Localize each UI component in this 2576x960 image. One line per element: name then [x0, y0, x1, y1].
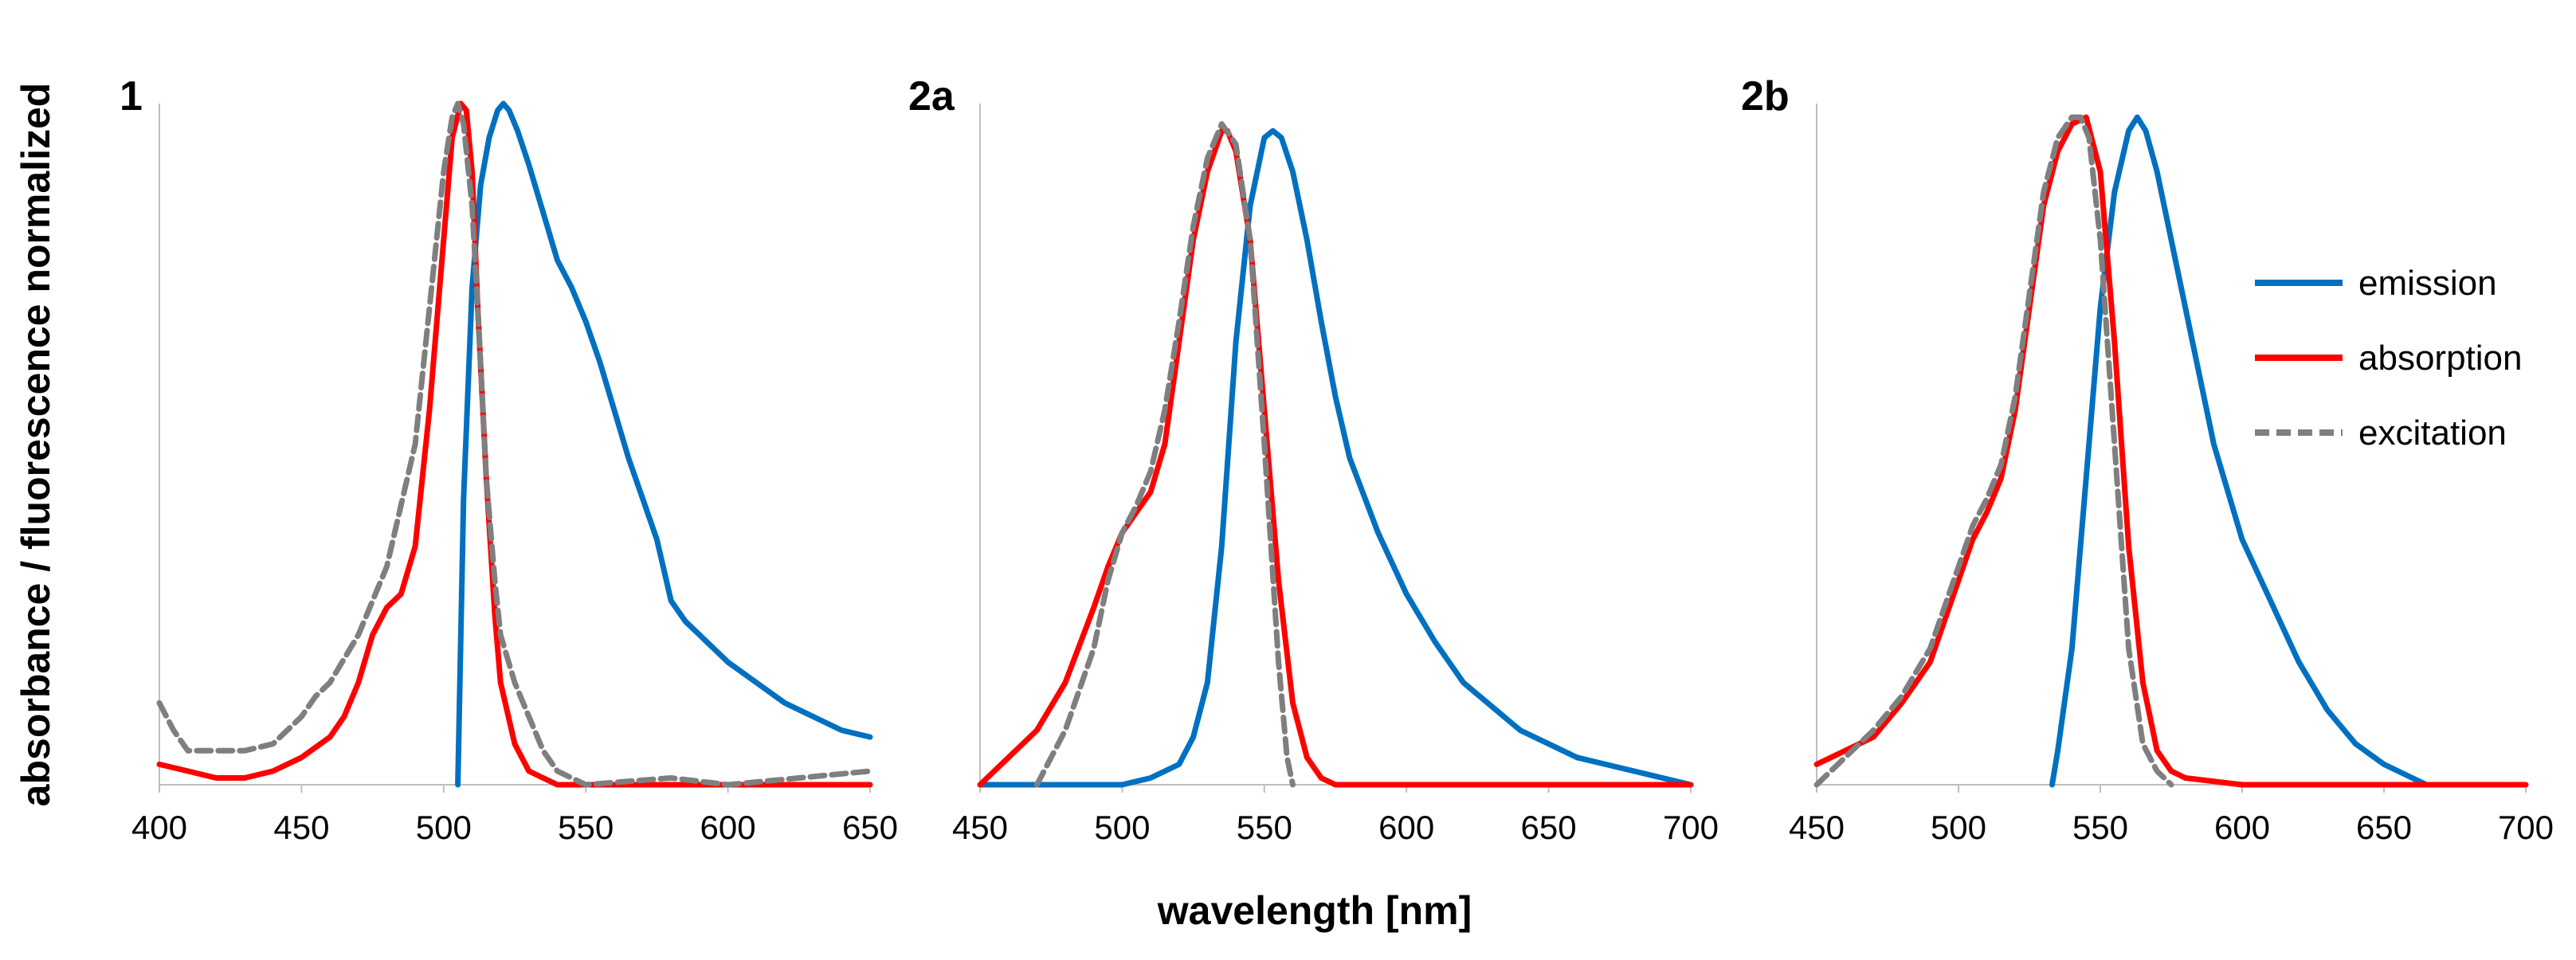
- panel-1: 1 400 450 500 550 600 650: [120, 73, 898, 846]
- x-tick-label: 700: [2498, 809, 2554, 846]
- legend-label-absorption: absorption: [2358, 339, 2522, 378]
- x-tick-label: 600: [700, 809, 756, 846]
- emission-line: [977, 127, 1694, 788]
- x-tick-label: 650: [842, 809, 898, 846]
- legend: emission absorption excitation: [2255, 264, 2522, 453]
- x-tick-label: 400: [131, 809, 187, 846]
- absorption-line: [1813, 114, 2529, 788]
- x-tick-label: 500: [416, 809, 472, 846]
- y-axis-title: absorbance / fluorescence normalized: [14, 83, 58, 807]
- x-tick-label: 450: [952, 809, 1008, 846]
- x-tick-label: 500: [1931, 809, 1986, 846]
- x-tick-label: 450: [1789, 809, 1845, 846]
- x-tick-label: 550: [558, 809, 614, 846]
- x-tick-label: 600: [1378, 809, 1434, 846]
- legend-label-emission: emission: [2358, 264, 2497, 303]
- x-tick-label: 650: [2356, 809, 2412, 846]
- excitation-line: [1813, 114, 2174, 788]
- excitation-line: [156, 100, 873, 788]
- emission-line: [455, 100, 873, 788]
- panel-label: 1: [120, 73, 143, 120]
- x-tick-label: 650: [1521, 809, 1577, 846]
- legend-label-excitation: excitation: [2358, 413, 2507, 453]
- panel-label: 2a: [908, 73, 955, 120]
- absorption-line: [156, 100, 873, 788]
- emission-line: [2049, 114, 2429, 788]
- x-tick-label: 700: [1663, 809, 1719, 846]
- x-tick-label: 450: [273, 809, 329, 846]
- x-tick-label: 550: [1237, 809, 1292, 846]
- x-tick-label: 550: [2072, 809, 2128, 846]
- x-axis-title: wavelength [nm]: [1157, 888, 1472, 933]
- panel-2a: 2a 450 500 550 600 650 700: [908, 73, 1719, 846]
- panel-2b: 2b 450 500 550 600 650 700: [1741, 73, 2554, 846]
- excitation-line: [1033, 121, 1296, 788]
- x-tick-label: 600: [2214, 809, 2270, 846]
- panel-label: 2b: [1741, 73, 1790, 120]
- absorption-line: [977, 127, 1694, 788]
- x-tick-label: 500: [1094, 809, 1150, 846]
